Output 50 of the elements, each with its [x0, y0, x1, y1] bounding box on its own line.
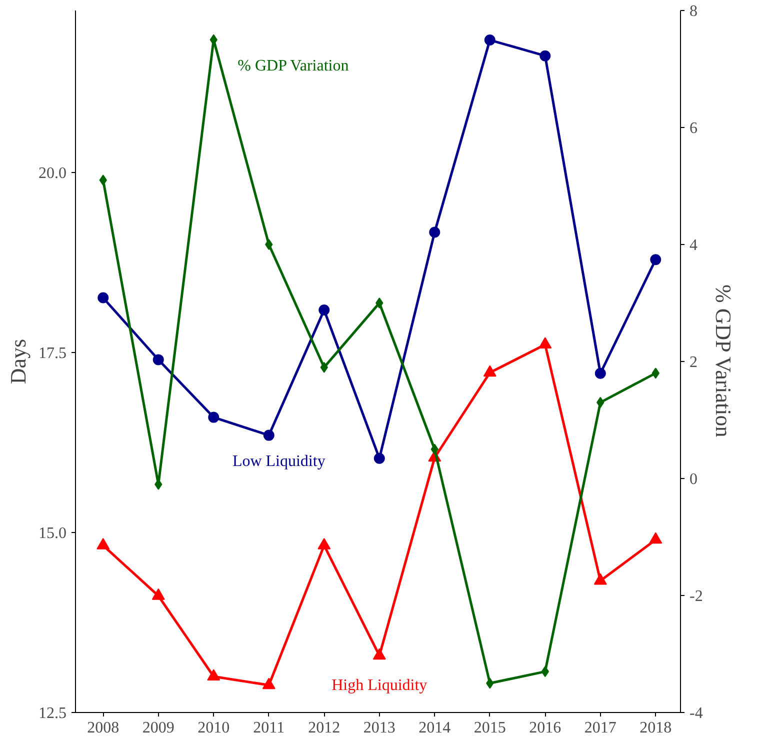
point	[318, 304, 330, 316]
point	[152, 588, 165, 600]
x-tick-label: 2008	[87, 720, 120, 736]
point	[207, 669, 220, 680]
y2-tick-label: -2	[690, 588, 703, 605]
point	[538, 337, 552, 349]
point	[208, 412, 220, 423]
y2-axis-title: % GDP Variation	[710, 284, 736, 438]
x-tick-label: 2011	[253, 720, 285, 736]
y2-tick-label: 2	[690, 354, 698, 371]
y2-tick-label: -4	[690, 705, 703, 722]
point	[649, 532, 662, 544]
x-tick-label: 2014	[418, 720, 451, 736]
y-tick-label: 20.0	[38, 165, 66, 182]
x-tick-label: 2013	[363, 720, 396, 736]
x-tick-label: 2015	[474, 720, 506, 736]
y-tick-label: 15.0	[38, 525, 66, 542]
y2-tick-label: 6	[690, 120, 698, 137]
x-tick-label: 2012	[308, 720, 340, 736]
x-tick-label: 2016	[529, 720, 562, 736]
point	[376, 298, 384, 308]
point	[429, 226, 440, 238]
y2-tick-label: 4	[690, 237, 698, 254]
point	[483, 365, 496, 377]
y2-tick-label: 0	[690, 471, 698, 488]
series-label: High Liquidity	[332, 677, 428, 694]
x-tick-label: 2017	[584, 720, 616, 736]
point	[374, 452, 385, 464]
point	[265, 239, 273, 250]
point	[318, 538, 331, 550]
y2-tick-label: 8	[690, 3, 698, 20]
point	[96, 538, 110, 550]
x-tick-label: 2010	[198, 720, 230, 736]
x-tick-label: 2009	[142, 720, 174, 736]
point	[372, 648, 386, 660]
point	[594, 368, 606, 379]
point	[484, 34, 496, 46]
y-tick-label: 12.5	[38, 705, 66, 722]
y-axis-title: Days	[6, 338, 30, 384]
point	[540, 50, 551, 62]
series-label: % GDP Variation	[238, 57, 349, 74]
point	[262, 678, 276, 690]
point	[98, 292, 109, 304]
series-label: Low Liquidity	[232, 452, 326, 470]
y-tick-label: 17.5	[38, 345, 66, 362]
point	[594, 573, 607, 585]
point	[263, 430, 274, 441]
x-tick-label: 2018	[640, 720, 672, 736]
point	[152, 354, 164, 366]
point	[650, 254, 662, 266]
